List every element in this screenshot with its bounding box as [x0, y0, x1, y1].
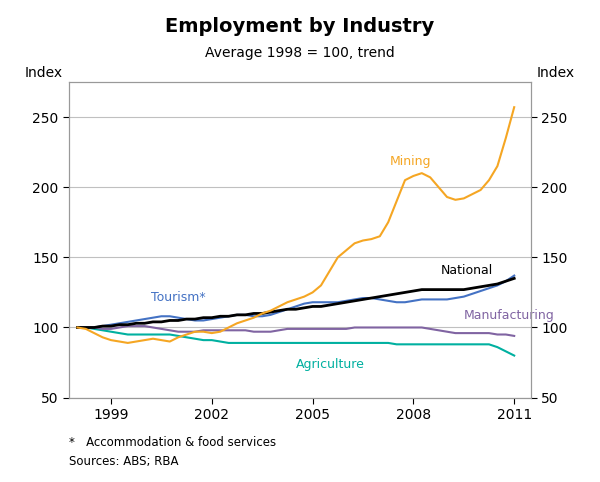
Text: Agriculture: Agriculture [296, 358, 365, 371]
Text: Tourism*: Tourism* [151, 291, 206, 304]
Text: Employment by Industry: Employment by Industry [166, 17, 434, 36]
Text: Index: Index [537, 66, 575, 80]
Text: Index: Index [25, 66, 63, 80]
Text: Average 1998 = 100, trend: Average 1998 = 100, trend [205, 46, 395, 60]
Text: Sources: ABS; RBA: Sources: ABS; RBA [69, 455, 179, 469]
Text: *   Accommodation & food services: * Accommodation & food services [69, 436, 276, 449]
Text: Manufacturing: Manufacturing [464, 309, 554, 322]
Text: Mining: Mining [390, 155, 431, 168]
Text: National: National [440, 264, 493, 277]
